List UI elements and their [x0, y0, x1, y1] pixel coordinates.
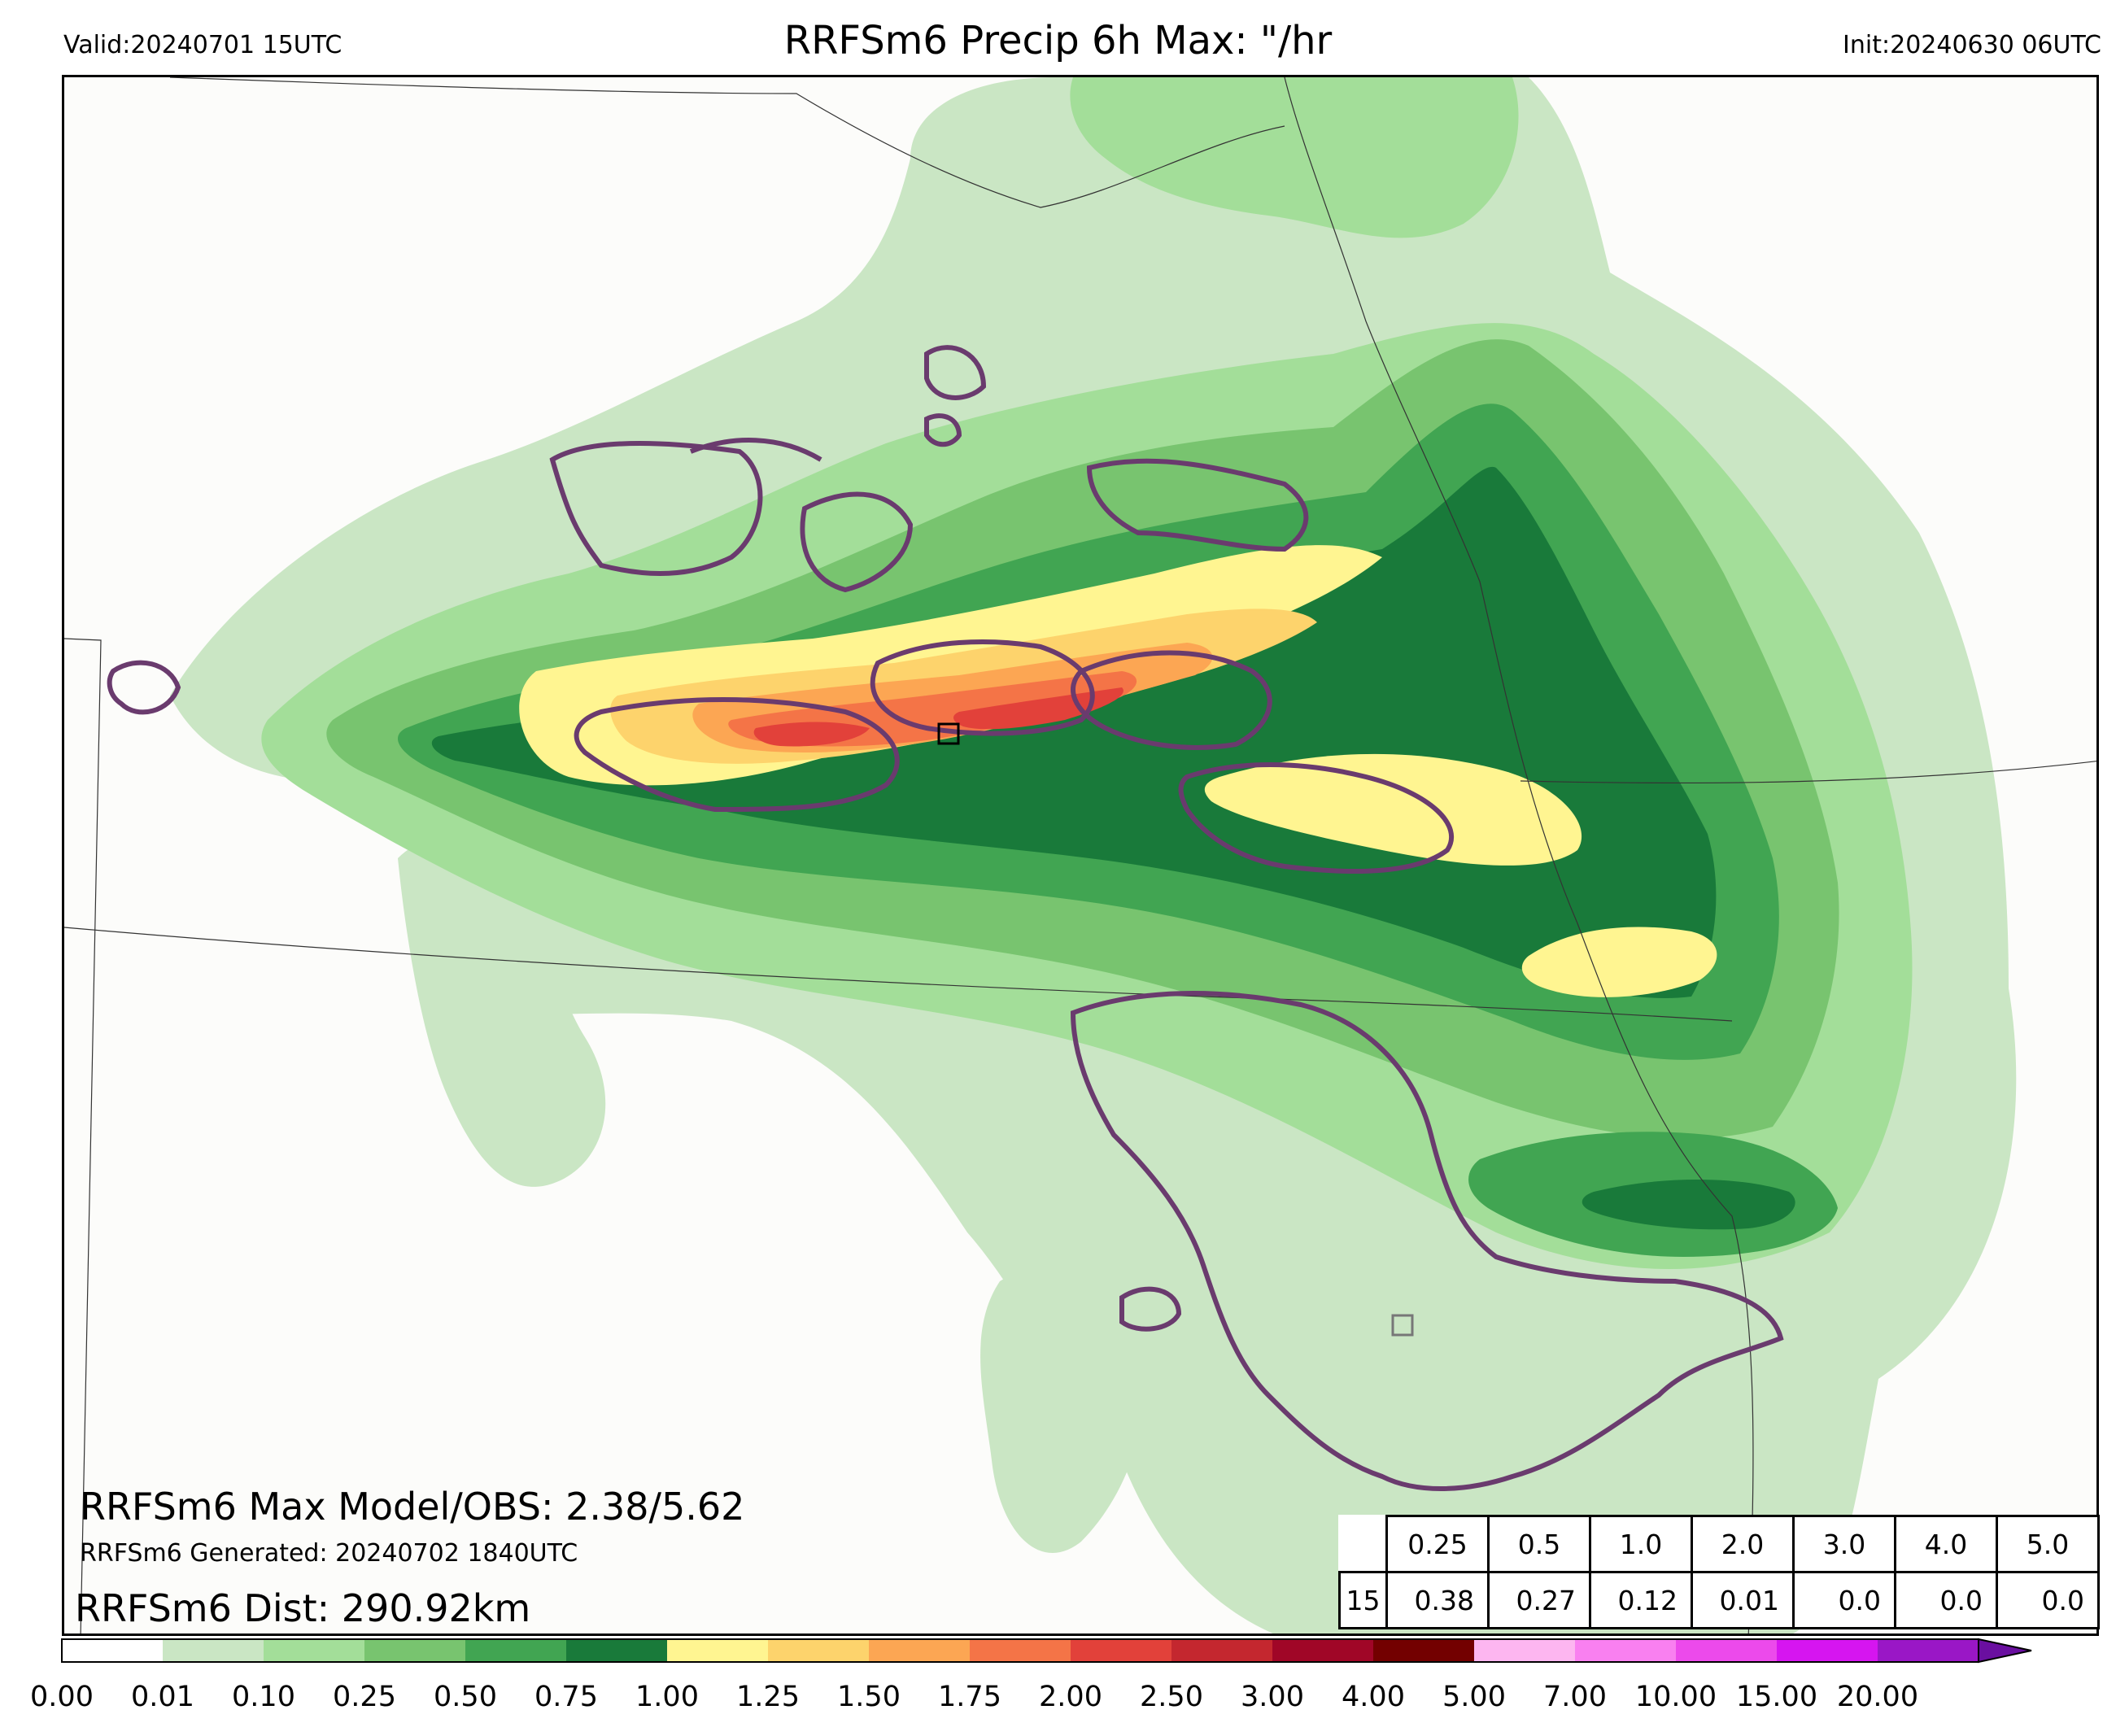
colorbar-swatch: [1171, 1639, 1272, 1662]
value-cell: 0.0: [1996, 1571, 2100, 1629]
distance-label: RRFSm6 Dist: 290.92km: [75, 1586, 531, 1630]
threshold-cell: 0.5: [1487, 1515, 1591, 1573]
colorbar-tick-label: 2.50: [1140, 1681, 1203, 1713]
threshold-cell: 5.0: [1996, 1515, 2100, 1573]
precip-patch-east-1.00: [1204, 753, 1582, 866]
colorbar-tick-label: 0.75: [534, 1681, 598, 1713]
threshold-corner: [1340, 1516, 1387, 1572]
state-boundary-north: [169, 77, 1285, 208]
colorbar-swatch: [62, 1639, 163, 1662]
colorbar-tick-label: 0.01: [131, 1681, 194, 1713]
colorbar-swatch: [1071, 1639, 1171, 1662]
threshold-cell: 2.0: [1691, 1515, 1795, 1573]
threshold-value-row: 15 0.38 0.27 0.12 0.01 0.0 0.0 0.0: [1338, 1571, 2100, 1629]
colorbar: [61, 1638, 2032, 1664]
colorbar-swatch: [1575, 1639, 1676, 1662]
precip-map-canvas: [64, 77, 2096, 1633]
value-cell: 0.27: [1487, 1571, 1591, 1629]
precip-patch-west: [398, 834, 606, 1187]
threshold-cell: 1.0: [1589, 1515, 1693, 1573]
colorbar-swatch: [768, 1639, 869, 1662]
row-label-cell: 15: [1338, 1571, 1388, 1629]
colorbar-swatch: [264, 1639, 364, 1662]
colorbar-swatch: [566, 1639, 667, 1662]
threshold-cell: 3.0: [1792, 1515, 1896, 1573]
colorbar-swatch: [970, 1639, 1071, 1662]
colorbar-swatch: [1676, 1639, 1777, 1662]
colorbar-tick-label: 1.25: [736, 1681, 800, 1713]
value-cell: 0.38: [1385, 1571, 1490, 1629]
precip-band-0.75: [431, 466, 1717, 998]
colorbar-tick-label: 0.25: [333, 1681, 396, 1713]
colorbar-tick-label: 1.00: [635, 1681, 699, 1713]
init-time-label: Init:20240630 06UTC: [1843, 31, 2101, 59]
colorbar-outline: [61, 1638, 1979, 1663]
valid-time-label: Valid:20240701 15UTC: [63, 31, 342, 59]
colorbar-tick-label: 5.00: [1442, 1681, 1506, 1713]
colorbar-extend-arrow: [1978, 1638, 2032, 1664]
state-boundary-east-2: [1520, 761, 2096, 784]
colorbar-tick-label: 1.50: [837, 1681, 901, 1713]
colorbar-swatch: [1373, 1639, 1474, 1662]
colorbar-swatch: [1878, 1639, 1979, 1662]
max-model-obs-label: RRFSm6 Max Model/OBS: 2.38/5.62: [80, 1485, 745, 1529]
generated-time-label: RRFSm6 Generated: 20240702 1840UTC: [80, 1539, 578, 1568]
threshold-table: 0.25 0.5 1.0 2.0 3.0 4.0 5.0 15 0.38 0.2…: [1338, 1515, 2100, 1629]
colorbar-swatch: [364, 1639, 465, 1662]
precip-band-2.00: [753, 687, 1123, 747]
colorbar-tick-label: 15.00: [1735, 1681, 1818, 1713]
colorbar-swatch: [163, 1639, 264, 1662]
threshold-header-row: 0.25 0.5 1.0 2.0 3.0 4.0 5.0: [1340, 1515, 2100, 1573]
threshold-cell: 0.25: [1385, 1515, 1490, 1573]
colorbar-tick-label: 3.00: [1241, 1681, 1304, 1713]
colorbar-tick-label: 1.75: [938, 1681, 1001, 1713]
value-cell: 0.0: [1894, 1571, 1998, 1629]
threshold-cell: 4.0: [1894, 1515, 1998, 1573]
obs-location-marker: [1391, 1314, 1414, 1337]
colorbar-swatch: [465, 1639, 566, 1662]
precip-patch-north: [1070, 77, 1519, 238]
precip-map[interactable]: [62, 75, 2099, 1636]
colorbar-tick-label: 7.00: [1543, 1681, 1607, 1713]
value-cell: 0.12: [1589, 1571, 1693, 1629]
colorbar-tick-label: 0.10: [232, 1681, 295, 1713]
precip-patch-southeast-0.75: [1582, 1180, 1795, 1230]
precip-patch-southeast-1.00: [1521, 927, 1717, 997]
state-boundary-middle: [64, 927, 1733, 1022]
state-boundary-west: [64, 638, 102, 1633]
colorbar-tick-label: 4.00: [1342, 1681, 1405, 1713]
colorbar-tick-label: 0.00: [30, 1681, 94, 1713]
colorbar-swatch: [1272, 1639, 1373, 1662]
precip-patch-south: [980, 1267, 1143, 1553]
max-location-marker: [937, 722, 960, 745]
colorbar-swatch: [869, 1639, 970, 1662]
colorbar-swatch: [1777, 1639, 1878, 1662]
value-cell: 0.0: [1792, 1571, 1896, 1629]
colorbar-tick-label: 0.50: [434, 1681, 497, 1713]
observed-contours: [107, 345, 1784, 1491]
colorbar-swatch: [667, 1639, 768, 1662]
colorbar-tick-label: 10.00: [1634, 1681, 1717, 1713]
colorbar-tick-label: 2.00: [1039, 1681, 1102, 1713]
value-cell: 0.01: [1691, 1571, 1795, 1629]
state-boundary-east: [1284, 77, 1754, 1633]
colorbar-swatch: [1474, 1639, 1575, 1662]
map-title: RRFSm6 Precip 6h Max: "/hr: [783, 18, 1333, 63]
colorbar-tick-label: 20.00: [1836, 1681, 1919, 1713]
